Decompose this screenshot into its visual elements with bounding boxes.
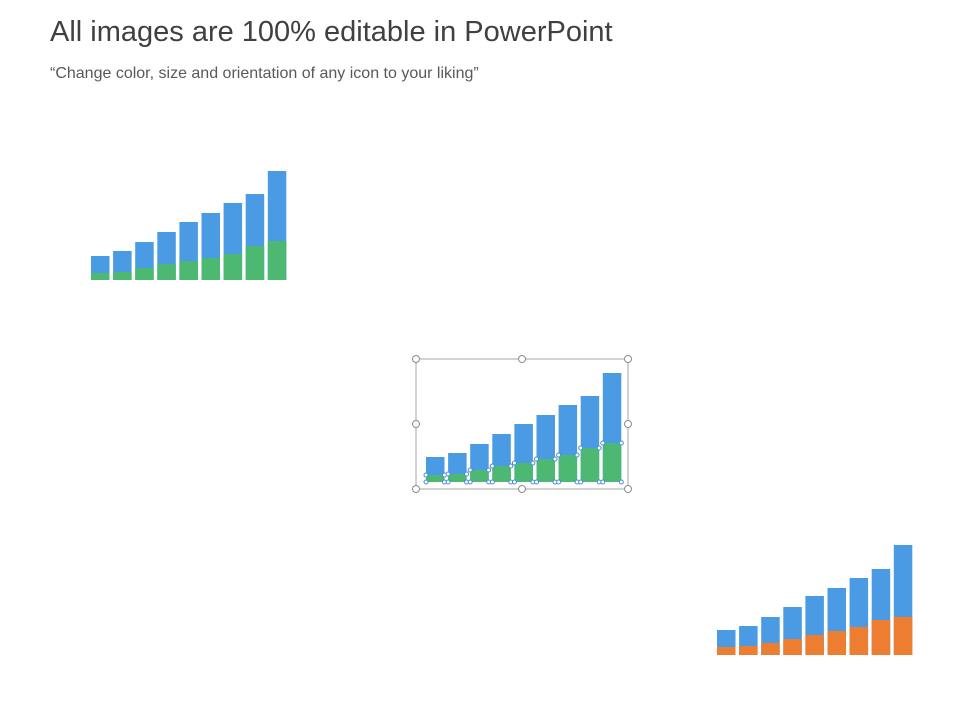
subtitle: “Change color, size and orientation of a… bbox=[50, 65, 479, 82]
icon-bar-bottom bbox=[580, 448, 600, 482]
point-handle bbox=[486, 467, 492, 473]
resize-handle[interactable] bbox=[624, 355, 632, 363]
icon-bar-bottom bbox=[245, 246, 265, 280]
resize-handle[interactable] bbox=[518, 355, 526, 363]
icon-bar-bottom bbox=[602, 443, 622, 482]
point-handle bbox=[618, 440, 624, 446]
point-handle bbox=[600, 479, 606, 485]
icon-bar-bottom bbox=[739, 646, 758, 655]
point-handle bbox=[534, 479, 539, 485]
resize-handle[interactable] bbox=[624, 420, 632, 428]
icon-bar-bottom bbox=[492, 466, 511, 482]
point-handle bbox=[534, 456, 539, 462]
point-handle bbox=[574, 452, 580, 458]
icon-bar-bottom bbox=[91, 273, 110, 280]
point-handle bbox=[489, 463, 495, 469]
icon-bar-bottom bbox=[113, 272, 132, 280]
point-handle bbox=[618, 479, 624, 485]
point-handle bbox=[578, 445, 584, 451]
icon-bar-bottom bbox=[827, 631, 846, 655]
point-handle bbox=[530, 460, 536, 466]
point-handle bbox=[423, 479, 429, 485]
point-handle bbox=[489, 479, 495, 485]
point-handle bbox=[423, 472, 429, 478]
icon-bar-bottom bbox=[871, 620, 891, 655]
icon-bar-bottom bbox=[426, 475, 445, 482]
point-handle bbox=[464, 471, 470, 477]
point-handle bbox=[596, 445, 602, 451]
resize-handle[interactable] bbox=[412, 355, 420, 363]
resize-handle[interactable] bbox=[518, 485, 526, 493]
point-handle bbox=[556, 452, 562, 458]
icon-bar-bottom bbox=[267, 241, 287, 280]
resize-handle[interactable] bbox=[412, 420, 420, 428]
icon-bar-bottom bbox=[135, 268, 154, 280]
icon-bar-bottom bbox=[179, 261, 198, 280]
title: All images are 100% editable in PowerPoi… bbox=[50, 16, 613, 48]
point-handle bbox=[511, 479, 517, 485]
icon-bar-bottom bbox=[470, 470, 489, 482]
point-handle bbox=[445, 471, 451, 477]
resize-handle[interactable] bbox=[624, 485, 632, 493]
icon-bar-bottom bbox=[448, 474, 467, 482]
icon-bar-bottom bbox=[849, 627, 869, 655]
point-handle bbox=[511, 460, 517, 466]
icon-bar-bottom bbox=[201, 258, 220, 280]
icon-bar-bottom bbox=[157, 264, 176, 280]
point-handle bbox=[600, 440, 606, 446]
icon-bar-bottom bbox=[514, 463, 533, 482]
icon-bar-bottom bbox=[805, 635, 824, 655]
icon-bar-bottom bbox=[536, 459, 555, 482]
icon-bar-bottom bbox=[717, 647, 736, 655]
resize-handle[interactable] bbox=[412, 485, 420, 493]
point-handle bbox=[556, 479, 562, 485]
icon-bar-bottom bbox=[558, 455, 578, 482]
point-handle bbox=[467, 479, 473, 485]
point-handle bbox=[445, 479, 451, 485]
point-handle bbox=[508, 463, 514, 469]
icon-bar-bottom bbox=[761, 643, 780, 655]
icon-bar-bottom bbox=[893, 617, 913, 655]
icon-bar-bottom bbox=[223, 254, 243, 280]
point-handle bbox=[578, 479, 584, 485]
point-handle bbox=[467, 467, 473, 473]
icon-bar-bottom bbox=[783, 639, 802, 655]
point-handle bbox=[552, 456, 558, 462]
